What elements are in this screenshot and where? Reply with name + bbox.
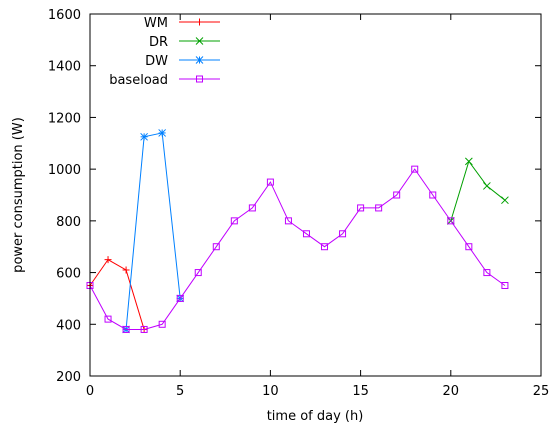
data-point-baseload	[212, 243, 220, 251]
data-point-baseload	[465, 243, 473, 251]
data-point-dr	[464, 157, 473, 166]
data-point-dw	[140, 132, 148, 141]
data-point-dr	[501, 196, 509, 205]
legend-marker-baseload	[196, 75, 203, 83]
series-dw	[122, 129, 185, 334]
series-line-wm	[89, 258, 145, 330]
legend-marker-wm	[196, 18, 203, 26]
data-point-baseload	[393, 191, 401, 199]
data-point-baseload	[194, 269, 202, 277]
data-point-baseload	[501, 282, 509, 289]
data-point-wm	[104, 256, 112, 264]
data-point-baseload	[230, 217, 238, 225]
x-tick-label: 25	[533, 384, 549, 399]
data-point-baseload	[122, 325, 130, 333]
x-axis-label: time of day (h)	[267, 409, 364, 424]
data-point-dr	[483, 182, 491, 190]
data-point-baseload	[483, 269, 491, 277]
data-point-baseload	[104, 315, 112, 323]
data-point-baseload	[339, 230, 347, 238]
y-tick-label: 1400	[48, 60, 81, 75]
legend-label-wm: WM	[144, 16, 168, 31]
y-axis-label: power consumption (W)	[11, 117, 26, 273]
data-point-baseload	[140, 325, 148, 333]
data-point-dw	[158, 129, 167, 137]
legend-marker-dw	[195, 56, 204, 64]
series-line-baseload	[89, 168, 506, 330]
x-tick-label: 5	[176, 384, 184, 399]
data-point-baseload	[302, 230, 310, 238]
data-point-baseload	[176, 294, 184, 302]
series-baseload	[86, 165, 509, 333]
series-dr	[446, 157, 509, 225]
plot-frame	[89, 13, 542, 377]
data-point-baseload	[411, 165, 419, 173]
series-wm	[86, 256, 148, 333]
series-line-dw	[125, 132, 181, 330]
data-point-wm	[122, 266, 130, 274]
data-point-baseload	[321, 243, 329, 251]
legend: WM DR DW baseload	[109, 16, 220, 88]
data-point-baseload	[158, 320, 166, 328]
x-tick-label: 10	[262, 384, 279, 399]
x-tick-label: 0	[86, 384, 94, 399]
y-tick-label: 400	[56, 318, 81, 333]
series-line-dr	[450, 160, 506, 222]
y-tick-label: 1600	[48, 8, 81, 23]
legend-marker-dr	[195, 37, 204, 45]
y-tick-label: 200	[56, 370, 81, 385]
data-point-baseload	[447, 217, 455, 225]
y-tick-label: 1000	[48, 163, 81, 178]
x-tick-label: 20	[443, 384, 460, 399]
axes: 0 5 10 15 20 25 200 400 600 800 1000 1200 1400 1600	[48, 8, 549, 399]
y-tick-label: 800	[56, 215, 81, 230]
data-point-baseload	[429, 191, 437, 199]
data-point-baseload	[375, 204, 383, 212]
legend-label-dr: DR	[149, 35, 168, 50]
y-tick-label: 1200	[48, 111, 81, 126]
data-point-baseload	[357, 204, 365, 212]
legend-label-dw: DW	[145, 54, 168, 69]
data-point-baseload	[266, 178, 274, 186]
y-tick-label: 600	[56, 267, 81, 282]
data-point-baseload	[248, 204, 256, 212]
data-point-baseload	[284, 217, 292, 225]
plot-area	[86, 129, 509, 334]
legend-label-baseload: baseload	[109, 73, 168, 88]
x-tick-label: 15	[352, 384, 369, 399]
